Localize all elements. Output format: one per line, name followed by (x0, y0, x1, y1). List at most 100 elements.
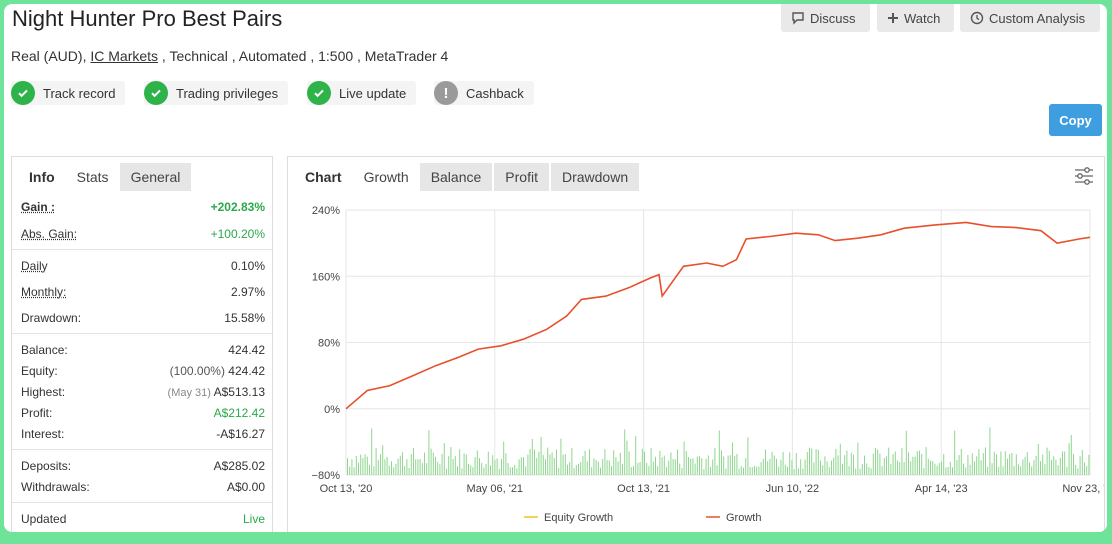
activity-bar (648, 466, 650, 475)
tab-chart[interactable]: Chart (305, 169, 342, 185)
equity-label: Equity: (21, 364, 58, 378)
activity-bar (382, 445, 384, 475)
activity-bar (672, 459, 674, 475)
activity-bar (604, 449, 606, 475)
balance-value: 424.42 (228, 343, 265, 357)
activity-bar (569, 462, 571, 475)
stats-panel: Info Stats General Gain : +202.83% Abs. G… (11, 156, 273, 532)
activity-bar (424, 452, 425, 475)
stats-tabs: Info Stats General (12, 157, 272, 191)
activity-bar (1081, 450, 1083, 475)
activity-bar (738, 468, 740, 475)
activity-bar (745, 458, 747, 475)
activity-bar (1057, 465, 1059, 475)
legend-label-growth: Growth (726, 512, 761, 524)
activity-bar (947, 466, 949, 475)
activity-bar (690, 458, 692, 475)
activity-bar (905, 430, 907, 475)
broker-link[interactable]: IC Markets (90, 48, 159, 64)
interest-label: Interest: (21, 427, 65, 441)
y-tick-label: −80% (312, 470, 341, 482)
activity-bar (848, 466, 850, 475)
activity-bar (397, 458, 399, 475)
activity-bar (602, 458, 604, 475)
activity-bar (556, 449, 557, 475)
activity-bar (817, 449, 819, 475)
activity-bar (366, 456, 368, 475)
copy-button[interactable]: Copy (1049, 104, 1102, 136)
activity-bar (945, 467, 947, 475)
tab-growth[interactable]: Growth (352, 163, 420, 191)
activity-bar (483, 467, 485, 475)
activity-bar (897, 460, 898, 475)
custom-analysis-button[interactable]: Custom Analysis (960, 4, 1100, 32)
activity-bar (663, 455, 665, 475)
activity-bar (1040, 461, 1041, 475)
activity-bar (769, 458, 771, 475)
activity-bar (958, 455, 960, 475)
activity-bar (454, 456, 456, 475)
y-tick-label: 160% (312, 271, 340, 283)
activity-bar (971, 453, 973, 475)
activity-bar (773, 455, 775, 475)
activity-bar (727, 455, 729, 475)
tab-stats[interactable]: Stats (65, 163, 120, 191)
discuss-button[interactable]: Discuss (781, 4, 870, 32)
activity-bar (505, 453, 507, 475)
activity-bar (481, 462, 483, 475)
activity-bar (987, 466, 989, 475)
badge-label: Track record (43, 85, 116, 101)
chart-settings-icon[interactable] (1074, 167, 1094, 185)
activity-bar (553, 457, 555, 475)
activity-bar (369, 465, 370, 475)
tab-balance[interactable]: Balance (419, 163, 493, 191)
activity-bar (1079, 456, 1081, 475)
activity-bar (1066, 466, 1068, 475)
gain-label[interactable]: Gain : (21, 200, 56, 214)
monthly-label[interactable]: Monthly: (21, 285, 67, 299)
tab-drawdown[interactable]: Drawdown (550, 163, 640, 191)
activity-bar (795, 453, 797, 475)
x-tick-label: Jun 10, '22 (766, 483, 819, 495)
activity-bar (417, 459, 419, 475)
activity-bar (589, 449, 590, 475)
activity-bar (1009, 454, 1011, 475)
exclamation-icon: ! (434, 81, 458, 105)
activity-bar (659, 450, 661, 475)
watch-label: Watch (904, 10, 941, 26)
activity-bar (681, 467, 683, 475)
activity-bar (633, 466, 634, 475)
daily-label[interactable]: Daily (21, 259, 48, 273)
gain-value: +202.83% (210, 200, 265, 214)
activity-bar (399, 455, 401, 475)
daily-value: 0.10% (230, 259, 265, 273)
legend-label-equity: Equity Growth (544, 512, 613, 524)
activity-bar (734, 455, 736, 475)
activity-bar (857, 442, 859, 475)
tab-profit[interactable]: Profit (494, 163, 549, 191)
activity-bar (998, 466, 1000, 475)
watch-button[interactable]: Watch (877, 4, 954, 32)
activity-bar (560, 438, 562, 475)
activity-bar (593, 458, 595, 475)
tab-info[interactable]: Info (29, 169, 55, 185)
activity-bar (791, 460, 793, 475)
tab-general[interactable]: General (119, 163, 192, 191)
activity-bar (982, 453, 984, 475)
activity-bar (789, 452, 791, 475)
activity-bar (611, 466, 612, 475)
activity-bar (837, 455, 839, 475)
deposits-label: Deposits: (21, 459, 72, 473)
activity-bar (540, 437, 542, 475)
abs-gain-label[interactable]: Abs. Gain: (21, 227, 78, 241)
activity-bar (437, 461, 439, 475)
divider (12, 333, 272, 334)
activity-bar (967, 454, 969, 475)
activity-bar (490, 465, 491, 475)
activity-bar (529, 449, 531, 475)
activity-bar (877, 449, 879, 475)
activity-bar (921, 453, 923, 475)
activity-bar (1031, 466, 1033, 475)
activity-bar (927, 458, 929, 475)
activity-bar (910, 461, 912, 475)
